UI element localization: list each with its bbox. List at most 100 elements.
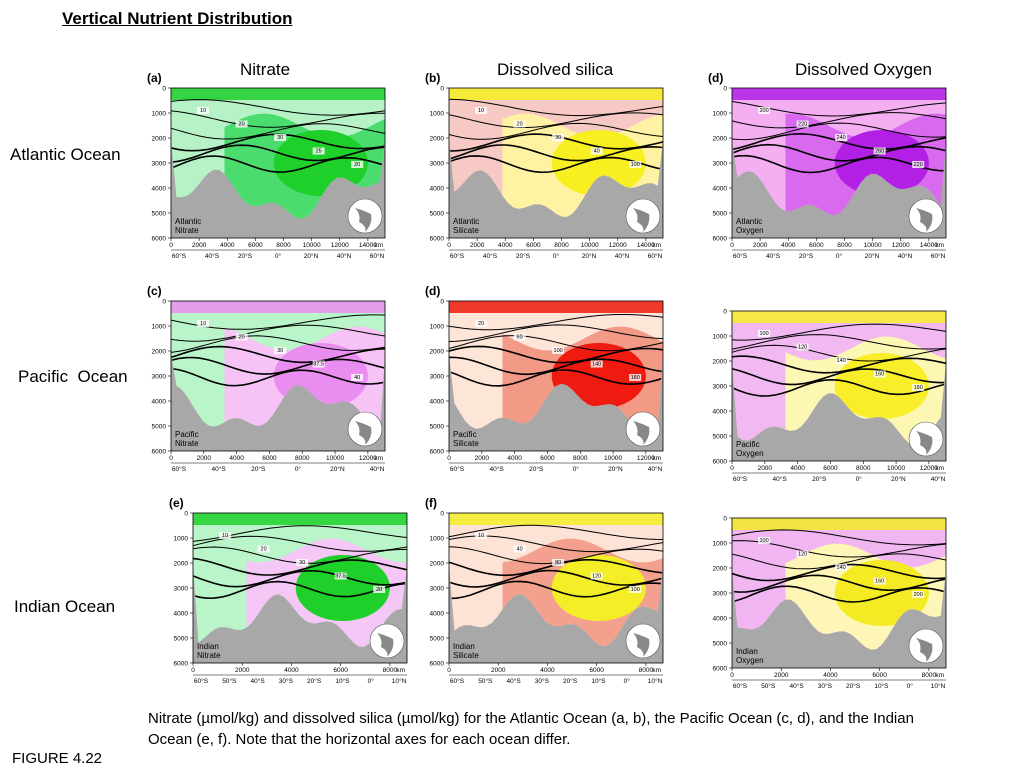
contour-label-bg <box>835 357 848 364</box>
contour-line <box>732 143 946 162</box>
depth-tick-label: 0 <box>162 86 166 93</box>
depth-tick-label: 6000 <box>152 449 167 456</box>
km-tick-label: 4000 <box>540 667 555 674</box>
depth-tick-label: 6000 <box>152 236 167 243</box>
km-unit-label: km <box>374 242 383 249</box>
latitude-tick-label: 30°S <box>279 677 294 685</box>
depth-tick-label: 0 <box>440 86 444 93</box>
latitude-tick-label: 60°N <box>648 252 663 260</box>
contour-label-bg <box>912 161 925 168</box>
contour-label: 30 <box>277 135 283 141</box>
contour-label: 120 <box>798 345 807 351</box>
panel-pacific-oxygen: 100 120 140 160 180 Pacific Oxygen 0 1000 2000 300… <box>704 293 960 483</box>
contour-label: 40 <box>594 149 600 155</box>
latitude-tick-label: 20°S <box>307 677 322 685</box>
depth-tick-label: 0 <box>723 86 727 93</box>
contour-line <box>449 369 663 387</box>
row-header-pacific: Pacific Ocean <box>18 367 128 386</box>
contour-label-bg <box>219 532 232 539</box>
depth-tick-label: 5000 <box>713 641 728 648</box>
contour-line <box>732 368 946 386</box>
contour-label-bg <box>552 134 565 141</box>
km-tick-label: 6000 <box>872 672 887 679</box>
contour-line <box>171 123 385 140</box>
latitude-tick-label: 40°S <box>506 677 521 685</box>
contour-label-bg <box>257 545 270 553</box>
depth-tick-label: 4000 <box>713 616 728 623</box>
depth-tick-label: 4000 <box>152 399 167 406</box>
km-unit-label: km <box>935 242 944 249</box>
km-tick-label: 4000 <box>498 242 513 249</box>
contour-line <box>193 570 407 588</box>
latitude-tick-label: 40°S <box>773 475 788 483</box>
contour-label-bg <box>312 147 325 155</box>
depth-tick-label: 6000 <box>713 459 728 466</box>
latitude-tick-label: 40°N <box>615 252 630 260</box>
depth-tick-label: 4000 <box>713 186 728 193</box>
panel-name-label: Atlantic <box>453 217 479 226</box>
contour-line <box>449 324 663 342</box>
contour-label-bg <box>796 550 809 558</box>
water-fill-high <box>551 343 646 409</box>
panel-name-label: Oxygen <box>736 449 764 458</box>
km-tick-label: 2000 <box>470 242 485 249</box>
latitude-tick-label: 60°S <box>733 252 748 260</box>
latitude-tick-label: 50°S <box>761 682 776 690</box>
km-unit-label: km <box>396 667 405 674</box>
km-tick-label: 8000 <box>276 242 291 249</box>
km-tick-label: 2000 <box>475 455 490 462</box>
depth-tick-label: 0 <box>162 299 166 306</box>
km-tick-label: 4000 <box>284 667 299 674</box>
depth-tick-label: 5000 <box>174 636 189 643</box>
contour-label: 20 <box>239 335 245 341</box>
contour-line <box>732 323 946 341</box>
contour-label-bg <box>197 320 210 327</box>
latitude-tick-label: 30°S <box>818 682 833 690</box>
latitude-tick-label: 10°N <box>392 677 407 685</box>
latitude-tick-label: 0° <box>907 682 914 690</box>
depth-tick-label: 2000 <box>430 561 445 568</box>
latitude-tick-label: 60°S <box>733 682 748 690</box>
depth-tick-label: 2000 <box>152 349 167 356</box>
contour-label-bg <box>475 532 488 539</box>
km-tick-label: 10000 <box>326 455 344 462</box>
latitude-tick-label: 30°S <box>535 677 550 685</box>
depth-tick-label: 4000 <box>430 611 445 618</box>
depth-tick-label: 1000 <box>174 536 189 543</box>
latitude-tick-label: 20°N <box>582 252 597 260</box>
km-tick-label: 0 <box>191 667 195 674</box>
latitude-tick-label: 60°S <box>450 252 465 260</box>
contour-label: 10 <box>478 533 484 539</box>
section-plot: 10203037.540PacificNitrate(c)01000200030… <box>147 284 386 473</box>
contour-label: 10 <box>478 108 484 114</box>
surface-band <box>732 88 946 100</box>
contour-line <box>732 529 946 546</box>
contour-label: 10 <box>200 108 206 114</box>
latitude-tick-label: 10°N <box>648 677 663 685</box>
contour-label: 220 <box>798 122 807 128</box>
km-unit-label: km <box>935 672 944 679</box>
km-tick-label: 12000 <box>637 455 655 462</box>
contour-label-bg <box>351 161 364 168</box>
latitude-tick-label: 20°N <box>608 465 623 473</box>
panel-name-label: Nitrate <box>175 226 199 235</box>
depth-tick-label: 6000 <box>174 661 189 668</box>
latitude-tick-label: 50°S <box>478 677 493 685</box>
contour-label-bg <box>235 333 248 341</box>
km-tick-label: 8000 <box>639 667 654 674</box>
depth-tick-label: 6000 <box>430 449 445 456</box>
latitude-tick-label: 0° <box>275 252 282 260</box>
km-unit-label: km <box>652 667 661 674</box>
contour-line <box>171 345 385 364</box>
km-tick-label: 8000 <box>554 242 569 249</box>
contour-label-bg <box>552 559 565 566</box>
contour-label: 30 <box>277 348 283 354</box>
contour-label: 160 <box>875 372 884 378</box>
latitude-tick-label: 60°S <box>733 475 748 483</box>
contour-label: 200 <box>914 592 923 598</box>
depth-tick-label: 3000 <box>713 591 728 598</box>
figure-title: Vertical Nutrient Distribution <box>62 9 293 28</box>
contour-label: 10 <box>222 533 228 539</box>
contour-label-bg <box>334 572 347 580</box>
latitude-tick-label: 50°S <box>222 677 237 685</box>
